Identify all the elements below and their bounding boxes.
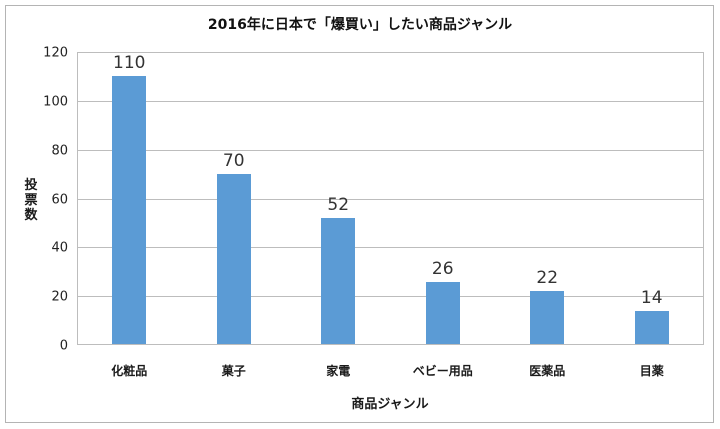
bar [216,174,251,344]
data-label: 70 [222,151,245,172]
y-tick-label: 120 [43,45,68,61]
y-tick-label: 20 [51,289,68,305]
x-tick-label: 医薬品 [529,364,566,378]
bar [112,76,147,344]
y-tick-label: 0 [59,338,68,354]
data-label: 52 [327,195,350,216]
gridline [77,198,704,200]
data-label: 110 [113,53,146,74]
chart-title: 2016年に日本で「爆買い」したい商品ジャンル [207,17,513,33]
data-label: 26 [431,258,454,279]
x-tick-label: 目薬 [639,364,664,378]
y-tick-label: 80 [51,143,68,159]
bar [530,291,565,344]
gridline [77,100,704,102]
bar [634,310,669,344]
gridline [77,296,704,298]
y-tick-label: 100 [43,94,68,110]
bar [321,218,356,344]
x-axis-label: 商品ジャンル [351,397,429,412]
y-tick-label: 60 [51,192,68,207]
y-tick-label: 40 [51,240,68,256]
data-label: 14 [640,287,663,308]
y-axis-label: 投票数 [24,178,38,223]
x-tick-label: 化粧品 [111,364,148,378]
x-tick-label: ベビー用品 [412,364,473,378]
data-label: 22 [536,268,559,289]
gridline [77,247,704,249]
gridline [77,149,704,151]
x-tick-label: 家電 [326,364,351,378]
x-tick-label: 菓子 [221,364,246,378]
bar [425,281,460,344]
